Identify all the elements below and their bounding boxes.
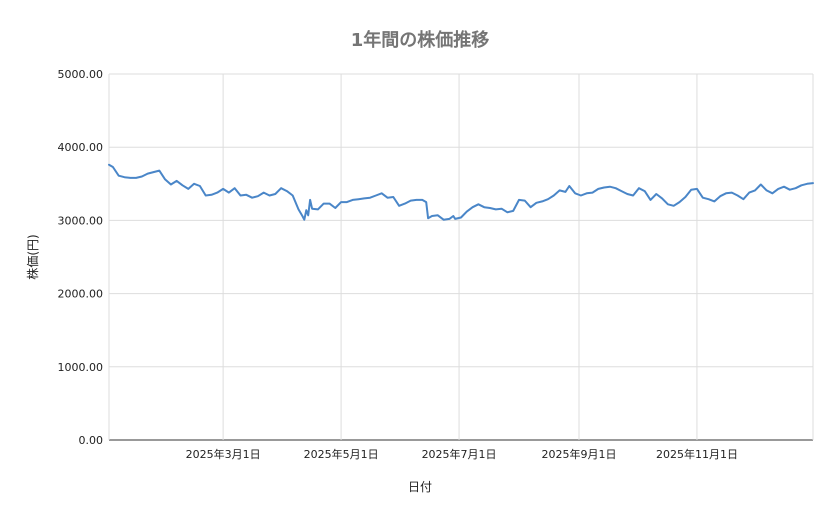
y-axis-ticks: 0.00 1000.00 2000.00 3000.00 4000.00 5000.00	[58, 68, 104, 447]
x-tick-label: 2025年11月1日	[656, 447, 738, 461]
y-tick-label: 1000.00	[58, 361, 104, 374]
y-axis-label: 株価(円)	[25, 234, 40, 279]
y-tick-label: 2000.00	[58, 288, 104, 301]
series-line	[108, 163, 814, 221]
x-tick-label: 2025年9月1日	[541, 447, 616, 461]
y-tick-label: 0.00	[79, 434, 104, 447]
gridlines	[108, 73, 814, 441]
x-tick-label: 2025年5月1日	[304, 447, 379, 461]
y-tick-label: 4000.00	[58, 141, 104, 154]
y-tick-label: 5000.00	[58, 68, 104, 81]
chart-title: 1年間の株価推移	[351, 29, 490, 51]
x-axis-ticks: 2025年3月1日 2025年5月1日 2025年7月1日 2025年9月1日 2025…	[186, 447, 738, 461]
x-axis-label: 日付	[408, 480, 432, 494]
x-tick-label: 2025年7月1日	[422, 447, 497, 461]
x-tick-label: 2025年3月1日	[186, 447, 261, 461]
series-layer	[108, 163, 814, 221]
y-tick-label: 3000.00	[58, 214, 104, 227]
